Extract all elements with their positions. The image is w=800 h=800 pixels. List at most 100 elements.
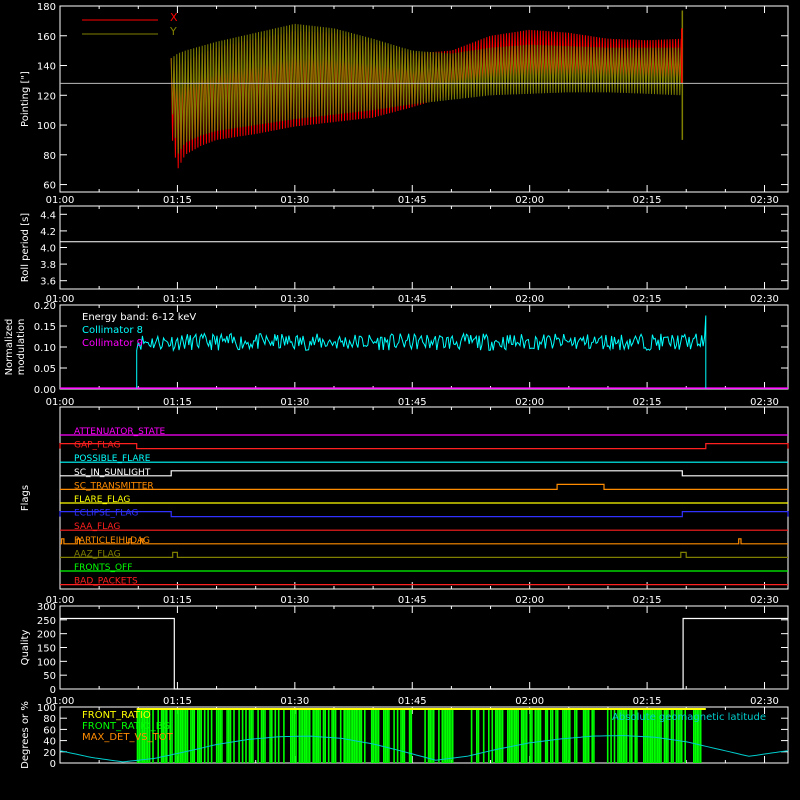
y-tick-label: 0.05 — [34, 364, 56, 375]
front-ratio-bg-bar — [374, 709, 376, 763]
front-ratio-bg-bar — [345, 709, 347, 763]
x-tick-label: 02:15 — [633, 294, 662, 305]
y-tick-label: 4.0 — [40, 244, 56, 255]
front-ratio-bg-bar — [193, 709, 196, 763]
front-ratio-bg-bar — [257, 709, 259, 763]
front-ratio-bg-bar — [191, 709, 194, 763]
front-ratio-bg-bar — [643, 709, 645, 763]
front-ratio-bg-bar — [198, 709, 201, 763]
legend-collimator-8: Collimator 8 — [82, 325, 143, 336]
front-ratio-bg-bar — [171, 709, 173, 763]
front-ratio-bg-bar — [655, 709, 657, 763]
front-ratio-bg-bar — [670, 709, 673, 763]
y-tick-label: 60 — [43, 181, 56, 192]
x-tick-label: 01:45 — [398, 294, 427, 305]
front-ratio-bg-bar — [140, 709, 142, 763]
y-tick-label: 140 — [37, 62, 56, 73]
y-tick-label: 250 — [37, 616, 56, 627]
front-ratio-bg-bar — [665, 709, 667, 763]
x-tick-label: 01:30 — [280, 195, 309, 206]
flag-label: AAZ_FLAG — [74, 549, 121, 559]
front-ratio-bg-bar — [429, 709, 432, 763]
y-tick-label: 80 — [43, 151, 56, 162]
y-axis-label: Pointing ["] — [20, 71, 31, 127]
front-ratio-bg-bar — [360, 709, 363, 763]
front-ratio-bg-bar — [491, 709, 494, 763]
x-tick-label: 01:30 — [280, 595, 309, 606]
front-ratio-bg-bar — [438, 709, 440, 763]
legend-label-x: X — [170, 11, 178, 24]
legend-label-y: Y — [169, 25, 177, 38]
front-ratio-bg-bar — [245, 709, 247, 763]
front-ratio-bg-bar — [274, 709, 277, 763]
front-ratio-bg-bar — [327, 709, 330, 763]
x-tick-label: 01:45 — [398, 696, 427, 707]
front-ratio-bg-bar — [663, 709, 666, 763]
front-ratio-bg-bar — [174, 709, 177, 763]
y-axis-label: Quality — [20, 630, 31, 666]
front-ratio-bg-bar — [482, 709, 485, 763]
x-tick-label: 02:30 — [750, 595, 779, 606]
front-ratio-bg-bar — [269, 709, 271, 763]
flag-label: SC_TRANSMITTER — [74, 481, 154, 491]
x-tick-label: 02:00 — [515, 595, 544, 606]
front-ratio-bg-bar — [190, 709, 192, 763]
time-axis-2: 01:00 01:15 01:30 01:45 02:00 02:15 02:30 — [46, 294, 779, 305]
front-ratio-bg-bar — [252, 709, 254, 763]
y-tick-label: 150 — [37, 644, 56, 655]
y-tick-label: 60 — [43, 725, 56, 736]
front-ratio-bg-bar — [136, 709, 139, 763]
front-ratio-bg-bar — [569, 709, 571, 763]
y-tick-label: 0.10 — [34, 343, 56, 354]
x-tick-label: 01:15 — [163, 397, 192, 408]
front-ratio-bg-bar — [357, 709, 359, 763]
energy-band-label: Energy band: 6-12 keV — [82, 312, 196, 323]
y-tick-label: 50 — [43, 671, 56, 682]
x-tick-label: 01:45 — [398, 595, 427, 606]
front-ratio-bg-bar — [507, 709, 509, 763]
flag-line — [59, 511, 789, 518]
geomagnetic-latitude-line — [59, 735, 789, 763]
front-ratio-bg-bar — [364, 709, 366, 763]
front-ratio-bg-bar — [508, 709, 511, 763]
y-axis-label: Degrees or % — [20, 701, 31, 769]
legend-label: MAX_DET_VS_TOT — [82, 732, 174, 743]
front-ratio-bg-bar — [556, 709, 559, 763]
front-ratio-bg-bar — [176, 709, 178, 763]
front-ratio-bg-bar — [207, 709, 209, 763]
panel-4: Flags ATTENUATOR_STATE GAP_FLAG POSSIBLE_FL… — [20, 406, 789, 590]
front-ratio-bg-bar — [427, 709, 430, 763]
front-ratio-bg-bar — [477, 709, 480, 763]
y-tick-label: 100 — [37, 703, 56, 714]
x-tick-label: 02:00 — [515, 195, 544, 206]
x-tick-label: 02:00 — [515, 294, 544, 305]
time-axis-5: 01:00 01:15 01:30 01:45 02:00 02:15 02:30 — [46, 696, 779, 707]
front-ratio-bg-bar — [400, 709, 402, 763]
front-ratio-bg-bar — [221, 709, 223, 763]
front-ratio-bg-bar — [538, 709, 540, 763]
flag-line — [60, 483, 788, 490]
front-ratio-bg-bar — [376, 709, 378, 763]
front-ratio-bg-bar — [145, 709, 147, 763]
front-ratio-bg-bar — [166, 709, 168, 763]
front-ratio-bg-bar — [260, 709, 263, 763]
panel-3: 0.00 0.05 0.10 0.15 0.20 Normalized modulation… — [4, 301, 789, 396]
flag-label: FRONTS_OFF — [74, 563, 132, 573]
front-ratio-bg-bar — [152, 709, 154, 763]
front-ratio-bg-bar — [550, 709, 552, 763]
x-tick-label: 01:00 — [46, 696, 75, 707]
y-tick-label: 4.4 — [40, 210, 56, 221]
x-tick-label: 01:30 — [280, 696, 309, 707]
front-ratio-bg-bar — [219, 709, 221, 763]
front-ratio-bg-bar — [229, 709, 232, 763]
front-ratio-bg-bar — [160, 709, 163, 763]
front-ratio-bg-bar — [264, 709, 266, 763]
front-ratio-bg-bar — [358, 709, 361, 763]
front-ratio-bg-bar — [443, 709, 445, 763]
front-ratio-bg-bar — [582, 709, 585, 763]
front-ratio-bg-bar — [250, 709, 252, 763]
y-tick-label: 40 — [43, 737, 56, 748]
front-ratio-bg-bar — [500, 709, 502, 763]
